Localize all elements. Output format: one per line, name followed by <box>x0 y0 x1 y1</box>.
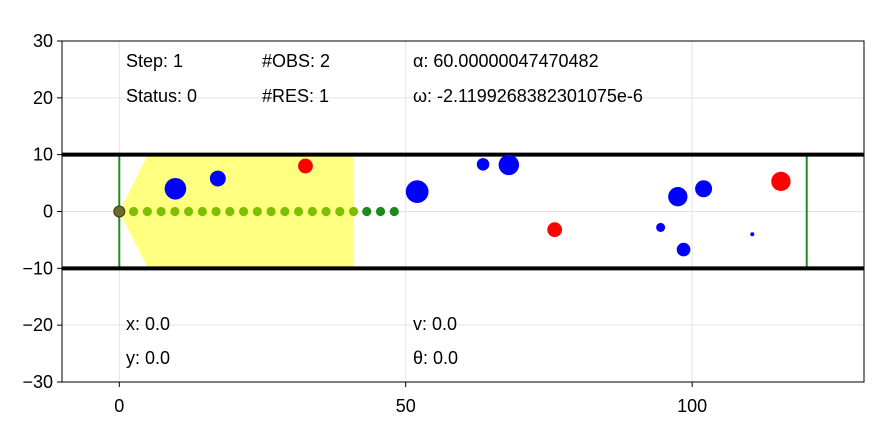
trajectory-layer <box>129 206 399 217</box>
view-region-layer <box>119 154 355 269</box>
agent-marker <box>113 205 126 218</box>
x-tick-label: 0 <box>114 396 124 416</box>
annotation-layer: Step: 1 #OBS: 2 α: 60.00000047470482 Sta… <box>126 51 643 368</box>
obstacle-layer <box>164 154 791 257</box>
obs-count-label: #OBS: 2 <box>262 51 330 71</box>
planned-trajectory-point <box>389 206 399 217</box>
y-tick-label: 30 <box>33 31 53 51</box>
trajectory-point <box>348 206 359 217</box>
wall-layer <box>62 152 864 271</box>
y-position-label: y: 0.0 <box>126 348 170 368</box>
trajectory-point <box>238 206 249 217</box>
blue-obstacle <box>498 154 520 176</box>
blue-obstacle <box>164 177 187 200</box>
step-label: Step: 1 <box>126 51 183 71</box>
trajectory-point <box>252 206 262 217</box>
velocity-label: v: 0.0 <box>413 314 457 334</box>
view-region <box>119 154 355 269</box>
planned-trajectory-point <box>375 206 386 217</box>
blue-obstacle <box>476 158 490 171</box>
x-tick-label: 50 <box>396 396 416 416</box>
y-tick-label: 20 <box>33 88 53 108</box>
trajectory-point <box>335 206 345 217</box>
trajectory-point <box>266 206 276 217</box>
blue-obstacle <box>668 187 688 207</box>
red-obstacle <box>547 222 563 238</box>
trajectory-point <box>129 206 139 217</box>
x-position-label: x: 0.0 <box>126 314 170 334</box>
blue-obstacle <box>405 180 429 203</box>
trajectory-point <box>307 206 317 217</box>
trajectory-point <box>321 206 331 217</box>
trajectory-point <box>184 206 194 217</box>
y-tick-label: 10 <box>33 145 53 165</box>
blue-obstacle <box>695 180 713 198</box>
y-tick-label: −20 <box>22 315 53 335</box>
alpha-label: α: 60.00000047470482 <box>413 51 599 71</box>
trajectory-point <box>293 206 304 217</box>
x-tick-label: 100 <box>677 396 707 416</box>
planned-trajectory-point <box>362 206 372 217</box>
trajectory-point <box>197 206 207 217</box>
trajectory-point <box>211 206 221 217</box>
blue-obstacle <box>209 170 226 187</box>
trajectory-point <box>225 206 235 217</box>
res-count-label: #RES: 1 <box>262 86 329 106</box>
y-tick-label: −10 <box>22 258 53 278</box>
trajectory-point <box>156 206 166 217</box>
status-label: Status: 0 <box>126 86 197 106</box>
trajectory-point <box>280 206 290 217</box>
blue-obstacle <box>750 232 755 237</box>
red-obstacle <box>771 171 791 192</box>
blue-obstacle <box>656 222 666 232</box>
y-tick-label: 0 <box>43 202 53 222</box>
omega-label: ω: -2.1199268382301075e-6 <box>413 86 643 106</box>
agent-layer <box>113 205 126 218</box>
y-tick-label: −30 <box>22 372 53 392</box>
trajectory-point <box>142 206 152 217</box>
theta-label: θ: 0.0 <box>413 348 458 368</box>
red-obstacle <box>298 158 313 174</box>
trajectory-point <box>170 206 180 217</box>
blue-obstacle <box>676 242 691 257</box>
